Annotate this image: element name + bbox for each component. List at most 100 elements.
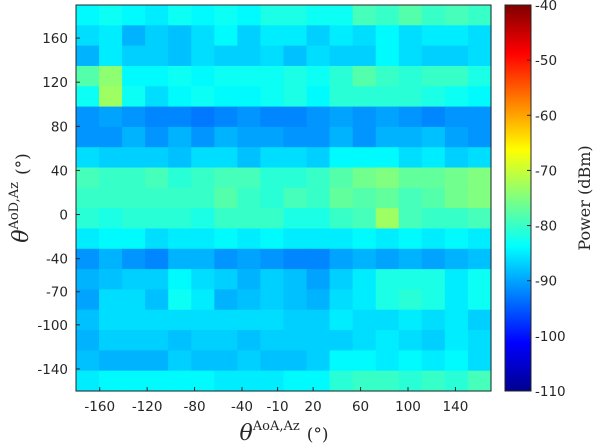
heatmap-cell (260, 370, 285, 392)
heatmap-cell (168, 86, 192, 108)
heatmap-cell (467, 187, 492, 209)
heatmap-cell (375, 45, 400, 67)
heatmap-cell (398, 106, 423, 128)
heatmap-cell (237, 269, 262, 291)
heatmap-cell (168, 45, 192, 67)
heatmap-cell (99, 45, 123, 67)
heatmap-cell (306, 126, 331, 148)
heatmap-cell (168, 309, 192, 331)
heatmap-cell (260, 5, 285, 26)
heatmap-cell (122, 65, 146, 87)
heatmap-cell (375, 86, 400, 108)
heatmap-cell (191, 167, 215, 189)
heatmap-cell (329, 147, 354, 169)
heatmap-cell (214, 167, 238, 189)
heatmap-cell (283, 187, 308, 209)
heatmap-cell (375, 25, 400, 47)
heatmap-cell (306, 208, 331, 230)
heatmap-cell (283, 370, 308, 392)
heatmap-cell (76, 167, 100, 189)
heatmap-cell (145, 248, 169, 270)
heatmap-cell (145, 45, 169, 67)
heatmap-cell (237, 350, 262, 372)
colorbar-tick-label: -50 (535, 53, 557, 69)
heatmap-cell (191, 25, 215, 47)
heatmap-cell (352, 25, 377, 47)
heatmap-cell (214, 350, 238, 372)
heatmap-cell (398, 187, 423, 209)
heatmap-cell (352, 187, 377, 209)
heatmap-cell (467, 330, 492, 351)
heatmap-cell (168, 208, 192, 230)
heatmap-cell (145, 269, 169, 291)
heatmap-cell (122, 309, 146, 331)
x-axis-label-unit: (°) (307, 425, 329, 445)
heatmap-cell (352, 350, 377, 372)
heatmap-cell (191, 147, 215, 169)
heatmap-cell (237, 228, 262, 250)
heatmap-cell (444, 147, 469, 169)
heatmap-cell (237, 25, 262, 47)
heatmap-cell (352, 330, 377, 351)
heatmap-cell (306, 370, 331, 392)
heatmap-cell (467, 126, 492, 148)
heatmap-cell (283, 289, 308, 311)
heatmap-cell (444, 126, 469, 148)
heatmap-cell (467, 45, 492, 67)
heatmap-cell (237, 5, 262, 26)
heatmap-cell (99, 187, 123, 209)
heatmap-cell (375, 330, 400, 351)
heatmap-cell (191, 208, 215, 230)
heatmap-cell (145, 106, 169, 128)
heatmap-cell (191, 309, 215, 331)
heatmap-cell (444, 5, 469, 26)
heatmap-cell (214, 65, 238, 87)
heatmap-cell (214, 370, 238, 392)
heatmap-cell (168, 289, 192, 311)
heatmap-cell (329, 5, 354, 26)
heatmap-cell (76, 208, 100, 230)
heatmap-cell (191, 248, 215, 270)
heatmap-cell (329, 187, 354, 209)
heatmap-cell (352, 248, 377, 270)
heatmap-cell (260, 147, 285, 169)
heatmap-cell (329, 208, 354, 230)
heatmap-cell (421, 65, 446, 87)
heatmap-cell (122, 5, 146, 26)
heatmap-cell (467, 208, 492, 230)
x-tick-label: 60 (352, 399, 369, 415)
heatmap-cell (444, 269, 469, 291)
heatmap-cell (168, 187, 192, 209)
heatmap-cell (122, 126, 146, 148)
heatmap-cell (168, 25, 192, 47)
x-tick-label: -160 (84, 399, 115, 415)
heatmap-cell (145, 350, 169, 372)
colorbar-tick-label: -70 (535, 163, 557, 179)
x-tick-label: 140 (443, 399, 469, 415)
heatmap-cell (329, 25, 354, 47)
heatmap-cell (122, 167, 146, 189)
heatmap-cell (352, 45, 377, 67)
heatmap-cell (467, 269, 492, 291)
heatmap-cell (237, 330, 262, 351)
x-tick-label: 100 (395, 399, 421, 415)
heatmap-cell (76, 228, 100, 250)
heatmap-cell (260, 126, 285, 148)
heatmap-cell (260, 167, 285, 189)
y-tick-label: -70 (46, 285, 68, 301)
heatmap-cell (214, 187, 238, 209)
heatmap-cell (237, 45, 262, 67)
heatmap-cell (352, 289, 377, 311)
heatmap-cell (444, 330, 469, 351)
heatmap-cell (99, 269, 123, 291)
heatmap-cell (214, 248, 238, 270)
heatmap-cells (76, 5, 492, 392)
heatmap-cell (99, 5, 123, 26)
heatmap-cell (168, 147, 192, 169)
heatmap-cell (421, 269, 446, 291)
heatmap-cell (214, 269, 238, 291)
heatmap-cell (191, 86, 215, 108)
heatmap-cell (283, 309, 308, 331)
heatmap-cell (421, 187, 446, 209)
heatmap-cell (260, 350, 285, 372)
